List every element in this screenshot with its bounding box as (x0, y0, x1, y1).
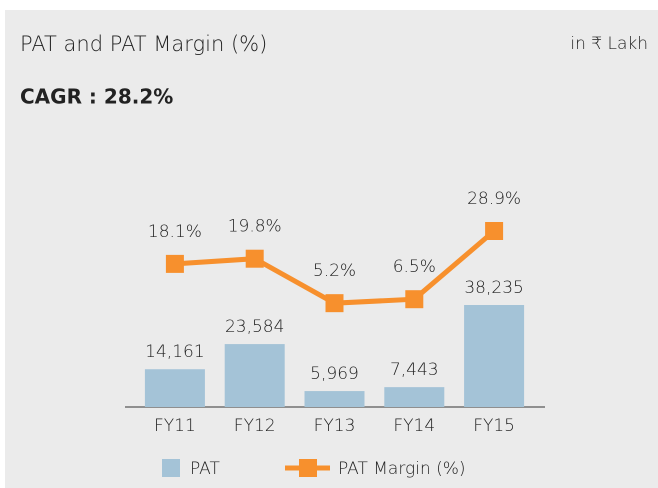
bar (464, 305, 525, 407)
line-label: 6.5% (393, 257, 436, 277)
line-marker (485, 222, 504, 240)
x-tick-label: FY15 (473, 416, 515, 436)
line-marker (405, 290, 424, 309)
line-label: 28.9% (467, 189, 521, 209)
bar (144, 369, 205, 407)
line-label: 19.8% (228, 217, 282, 237)
chart-title: PAT and PAT Margin (%) (20, 32, 267, 56)
bar-label: 14,161 (145, 342, 204, 362)
line-marker (245, 249, 264, 268)
bar-label: 7,443 (390, 360, 439, 380)
x-tick-label: FY14 (393, 416, 435, 436)
line-label: 5.2% (313, 261, 356, 281)
legend-marker (299, 459, 317, 477)
bar (304, 391, 365, 407)
unit: in ₹ Lakh (570, 34, 648, 54)
line-marker (325, 294, 344, 313)
x-tick-label: FY11 (154, 416, 196, 436)
bar-label: 5,969 (310, 364, 359, 384)
x-tick-label: FY12 (234, 416, 276, 436)
line-label: 18.1% (148, 222, 202, 242)
bar (384, 387, 445, 407)
bar (224, 344, 285, 407)
x-tick-label: FY13 (314, 416, 356, 436)
legend-swatch (162, 459, 180, 477)
bar-label: 23,584 (225, 317, 284, 337)
line-marker (165, 254, 184, 273)
annotation: CAGR : 28.2% (20, 85, 173, 109)
legend-label: PAT Margin (%) (338, 459, 466, 479)
bar-label: 38,235 (464, 278, 523, 298)
legend-label: PAT (190, 459, 220, 479)
panel (5, 10, 658, 488)
